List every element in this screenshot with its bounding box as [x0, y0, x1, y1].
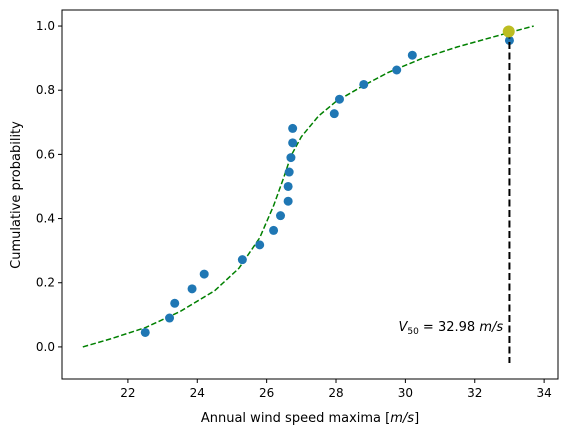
data-point — [283, 196, 293, 206]
x-tick-label: 34 — [536, 386, 551, 400]
y-tick-label: 1.0 — [36, 19, 55, 33]
data-point — [187, 284, 197, 294]
y-axis-label: Cumulative probability — [9, 121, 24, 269]
data-point — [359, 79, 369, 89]
x-tick-label: 32 — [467, 386, 482, 400]
data-point — [165, 313, 175, 323]
annotation-v50: V50 = 32.98 m/s — [398, 320, 503, 337]
data-point — [329, 109, 339, 119]
data-point — [276, 211, 286, 221]
data-point — [237, 255, 247, 265]
data-point — [288, 138, 298, 148]
data-point — [283, 181, 293, 191]
data-point — [407, 50, 417, 60]
data-point — [269, 225, 279, 235]
y-tick-label: 0.4 — [36, 212, 55, 226]
x-tick-label: 28 — [328, 386, 343, 400]
x-axis-label: Annual wind speed maxima [m/s] — [201, 411, 419, 426]
x-tick-label: 26 — [259, 386, 274, 400]
y-tick-label: 0.0 — [36, 340, 55, 354]
data-point — [392, 65, 402, 75]
annotation-var: V — [398, 320, 408, 335]
data-point — [140, 327, 150, 337]
data-point — [284, 167, 294, 177]
annotation-unit: m/s — [479, 320, 503, 335]
x-axis-label-text: Annual wind speed maxima [ — [201, 411, 390, 426]
x-tick-label: 30 — [398, 386, 413, 400]
fit-curve-line — [82, 25, 534, 348]
data-point — [288, 123, 298, 133]
data-point — [334, 94, 344, 104]
data-point — [504, 35, 514, 45]
x-tick-label: 24 — [190, 386, 205, 400]
data-point — [199, 269, 209, 279]
data-point — [255, 240, 265, 250]
y-tick-label: 0.2 — [36, 276, 55, 290]
x-axis-label-unit: m/s — [390, 411, 414, 426]
v50-highlight-point — [502, 25, 515, 38]
annotation-eq: = 32.98 — [419, 320, 480, 335]
x-tick-label: 22 — [120, 386, 135, 400]
plot-area-frame — [61, 9, 559, 380]
x-axis-label-close: ] — [414, 411, 419, 426]
y-tick-label: 0.6 — [36, 147, 55, 161]
data-point — [170, 298, 180, 308]
y-tick-label: 0.8 — [36, 83, 55, 97]
data-point — [286, 153, 296, 163]
annotation-sub: 50 — [407, 327, 419, 337]
